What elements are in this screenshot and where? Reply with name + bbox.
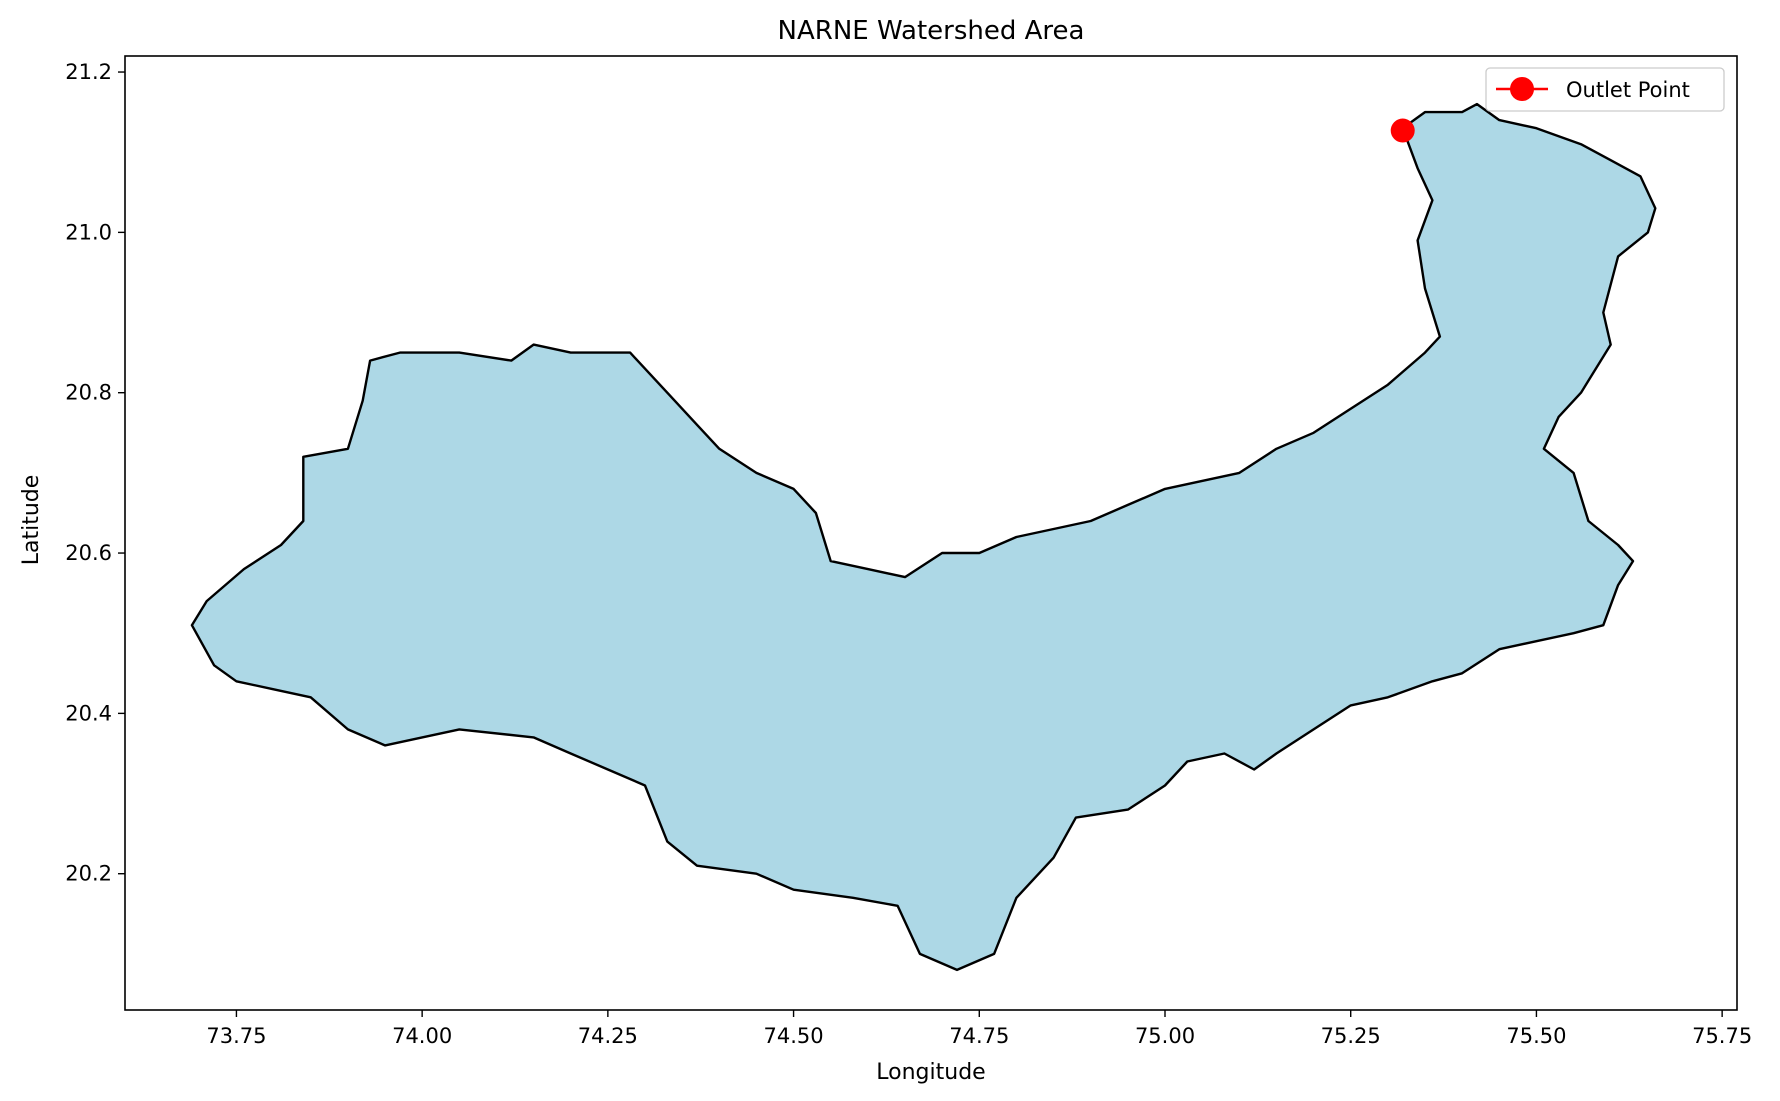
x-tick-label: 74.75 xyxy=(949,1024,1009,1048)
axes-frame xyxy=(124,55,1738,1011)
x-tick-label: 73.75 xyxy=(206,1024,266,1048)
x-tick-label: 75.75 xyxy=(1692,1024,1752,1048)
y-axis-label: Latitude xyxy=(19,475,44,566)
outlet-point-marker xyxy=(1390,118,1415,143)
x-tick-label: 75.00 xyxy=(1135,1024,1195,1048)
legend-entry-outlet-point: Outlet Point xyxy=(1566,78,1690,102)
y-tick-label: 20.2 xyxy=(65,862,112,886)
legend-frame xyxy=(1485,67,1725,112)
y-tick-label: 21.2 xyxy=(65,60,112,84)
x-axis-ticks: 73.75 74.00 74.25 74.50 74.75 75.00 75.25 75.50… xyxy=(206,1010,1752,1048)
legend: Outlet Point xyxy=(1485,67,1725,112)
y-tick-label: 20.8 xyxy=(65,381,112,405)
y-tick-label: 20.6 xyxy=(65,541,112,565)
watershed-boundary xyxy=(190,102,1657,972)
outlet-point xyxy=(1390,118,1415,143)
x-tick-label: 74.25 xyxy=(578,1024,638,1048)
chart-title: NARNE Watershed Area xyxy=(778,16,1085,46)
x-tick-label: 75.50 xyxy=(1506,1024,1566,1048)
x-tick-label: 75.25 xyxy=(1321,1024,1381,1048)
y-tick-label: 20.4 xyxy=(65,701,112,725)
y-axis-ticks: 20.2 20.4 20.6 20.8 21.0 21.2 xyxy=(65,60,125,886)
x-tick-label: 74.50 xyxy=(764,1024,824,1048)
x-tick-label: 74.00 xyxy=(392,1024,452,1048)
legend-marker-sample xyxy=(1510,77,1534,101)
y-tick-label: 21.0 xyxy=(65,220,112,244)
x-axis-label: Longitude xyxy=(876,1060,985,1085)
